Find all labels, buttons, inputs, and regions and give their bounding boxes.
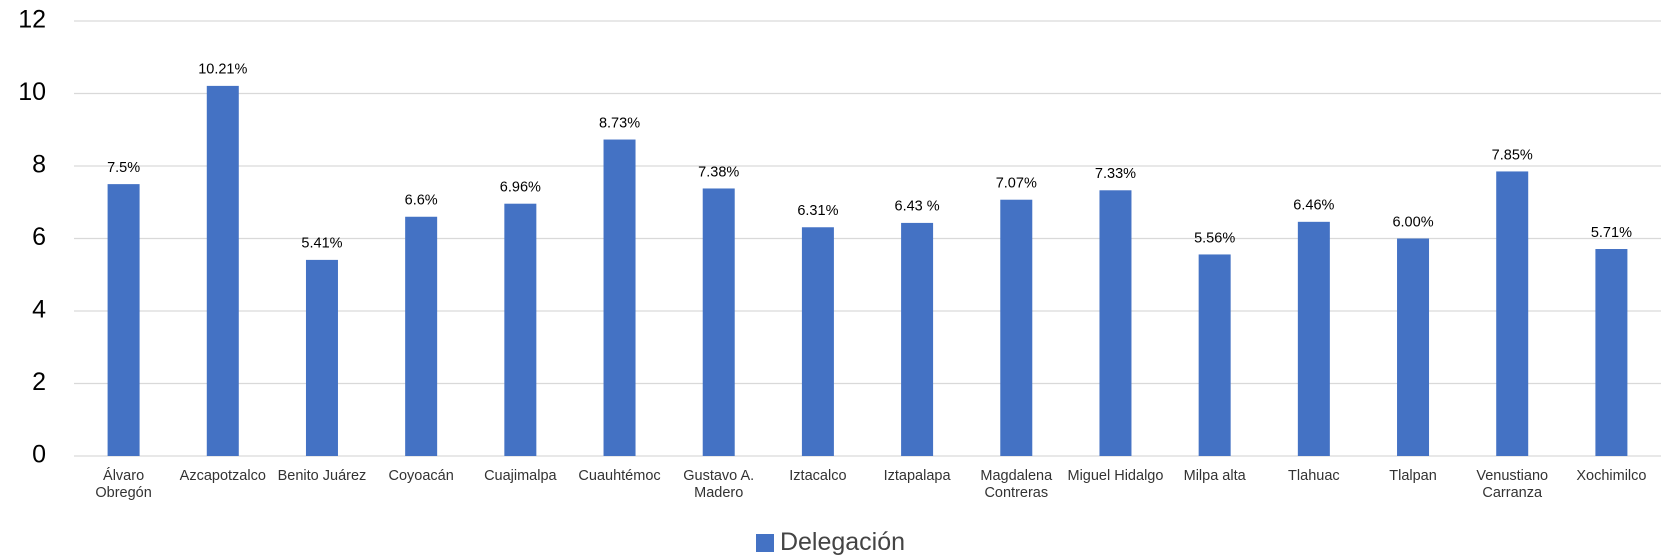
bar <box>1297 221 1330 456</box>
bar <box>206 85 239 456</box>
bar <box>901 222 934 456</box>
x-tick-label: Milpa alta <box>1183 468 1246 484</box>
bar <box>1496 171 1529 456</box>
legend: Delegación <box>0 528 1661 557</box>
bar <box>1099 190 1132 456</box>
data-label: 6.00% <box>1392 214 1433 230</box>
x-tick-label: Cuajimalpa <box>484 468 557 484</box>
data-label: 8.73% <box>599 115 640 131</box>
x-tick-label: Tlahuac <box>1288 468 1340 484</box>
bar <box>1595 249 1628 456</box>
x-tick-label: Venustiano Carranza <box>1476 468 1549 501</box>
x-tick-label: Tlalpan <box>1389 468 1437 484</box>
data-label: 7.85% <box>1492 147 1533 163</box>
x-tick-label: Iztacalco <box>789 468 847 484</box>
data-label: 5.56% <box>1194 230 1235 246</box>
x-tick-label: Benito Juárez <box>277 468 367 484</box>
y-tick-label: 12 <box>18 6 46 34</box>
data-label: 7.38% <box>698 164 739 180</box>
legend-label: Delegación <box>779 528 906 556</box>
legend-swatch <box>755 534 774 553</box>
data-label: 6.31% <box>797 203 838 219</box>
y-tick-label: 0 <box>32 441 46 469</box>
data-label: 6.96% <box>500 180 541 196</box>
bar <box>1397 238 1430 456</box>
x-tick-label: Azcapotzalco <box>179 468 266 484</box>
x-tick-label: Magdalena Contreras <box>980 468 1053 501</box>
data-label: 6.46% <box>1293 198 1334 214</box>
data-label: 7.5% <box>107 160 140 176</box>
data-label: 6.43 % <box>895 199 940 215</box>
y-tick-label: 6 <box>32 223 46 251</box>
y-tick-label: 4 <box>32 296 46 324</box>
bar <box>305 259 338 456</box>
x-tick-label: Gustavo A. Madero <box>683 468 755 501</box>
x-tick-label: Miguel Hidalgo <box>1067 468 1164 484</box>
x-tick-label: Álvaro Obregón <box>95 468 152 501</box>
bar <box>1000 199 1033 456</box>
data-label: 7.07% <box>996 176 1037 192</box>
data-label: 5.41% <box>301 236 342 252</box>
bar <box>405 216 438 456</box>
bar <box>702 188 735 456</box>
x-tick-label: Iztapalapa <box>883 468 951 484</box>
bar <box>504 203 537 456</box>
y-tick-label: 8 <box>32 151 46 179</box>
x-tick-label: Coyoacán <box>388 468 454 484</box>
data-label: 5.71% <box>1591 225 1632 241</box>
bar <box>107 184 140 456</box>
data-label: 6.6% <box>405 193 438 209</box>
x-tick-label: Xochimilco <box>1576 468 1647 484</box>
bar <box>801 227 834 456</box>
bar <box>1198 254 1231 456</box>
y-tick-label: 10 <box>18 78 46 106</box>
data-label: 7.33% <box>1095 166 1136 182</box>
bar <box>603 139 636 456</box>
data-label: 10.21% <box>198 62 247 78</box>
x-tick-label: Cuauhtémoc <box>578 468 661 484</box>
y-tick-label: 2 <box>32 368 46 396</box>
